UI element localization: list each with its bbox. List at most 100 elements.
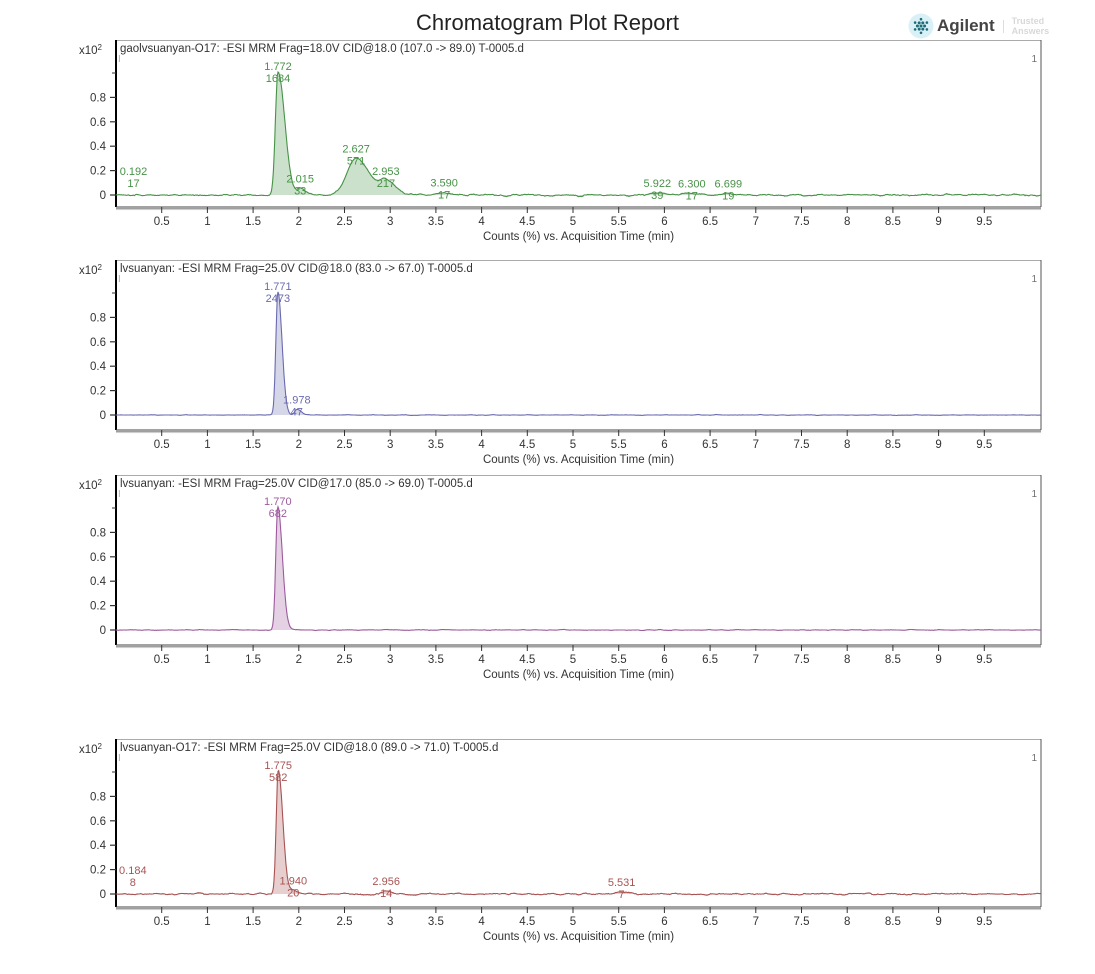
svg-text:3: 3 (387, 654, 393, 666)
svg-text:1: 1 (1031, 753, 1037, 764)
svg-text:1684: 1684 (266, 73, 290, 85)
svg-text:0.2: 0.2 (90, 386, 106, 398)
svg-text:8.5: 8.5 (885, 654, 901, 666)
svg-text:Counts (%) vs. Acquisition Tim: Counts (%) vs. Acquisition Time (min) (483, 931, 674, 943)
svg-text:0.2: 0.2 (90, 166, 106, 178)
svg-text:4: 4 (478, 216, 485, 228)
svg-text:1: 1 (204, 216, 210, 228)
svg-text:Counts (%) vs. Acquisition Tim: Counts (%) vs. Acquisition Time (min) (483, 669, 674, 681)
svg-text:1.770: 1.770 (264, 496, 292, 508)
svg-text:2473: 2473 (266, 293, 290, 305)
svg-text:0: 0 (100, 190, 106, 202)
svg-text:6.5: 6.5 (702, 216, 718, 228)
svg-text:0.5: 0.5 (154, 439, 170, 451)
svg-text:8: 8 (844, 916, 850, 928)
svg-text:x102: x102 (79, 478, 103, 493)
svg-text:5.531: 5.531 (608, 877, 636, 889)
svg-text:x102: x102 (79, 43, 103, 58)
svg-text:2.627: 2.627 (342, 143, 370, 155)
svg-text:0.6: 0.6 (90, 337, 106, 349)
svg-text:4: 4 (478, 439, 485, 451)
svg-text:3: 3 (387, 216, 393, 228)
svg-text:Counts (%) vs. Acquisition Tim: Counts (%) vs. Acquisition Time (min) (483, 231, 674, 243)
svg-text:9.5: 9.5 (976, 654, 992, 666)
svg-text:7.5: 7.5 (794, 439, 810, 451)
svg-text:6.699: 6.699 (715, 178, 743, 190)
svg-text:4.5: 4.5 (519, 654, 535, 666)
svg-text:6: 6 (661, 654, 667, 666)
svg-text:1: 1 (204, 439, 210, 451)
svg-text:39: 39 (651, 190, 663, 202)
svg-text:682: 682 (269, 508, 287, 520)
svg-text:1.5: 1.5 (245, 916, 261, 928)
svg-text:2.5: 2.5 (337, 916, 353, 928)
svg-text:1: 1 (204, 654, 210, 666)
svg-text:6: 6 (661, 439, 667, 451)
svg-text:0: 0 (100, 410, 106, 422)
svg-text:6.5: 6.5 (702, 439, 718, 451)
svg-text:1.771: 1.771 (264, 281, 292, 293)
svg-text:17: 17 (686, 191, 698, 203)
svg-text:0.6: 0.6 (90, 816, 106, 828)
svg-text:3: 3 (387, 439, 393, 451)
svg-text:8: 8 (844, 439, 850, 451)
svg-text:Counts (%) vs. Acquisition Tim: Counts (%) vs. Acquisition Time (min) (483, 454, 674, 466)
svg-text:7.5: 7.5 (794, 216, 810, 228)
svg-text:4.5: 4.5 (519, 916, 535, 928)
svg-text:x102: x102 (79, 742, 103, 757)
svg-text:gaolvsuanyan-O17: -ESI MRM Fra: gaolvsuanyan-O17: -ESI MRM Frag=18.0V CI… (120, 43, 524, 55)
svg-text:0.2: 0.2 (90, 601, 106, 613)
svg-text:0.5: 0.5 (154, 654, 170, 666)
svg-text:7: 7 (619, 889, 625, 901)
svg-text:0.6: 0.6 (90, 552, 106, 564)
svg-text:2.5: 2.5 (337, 654, 353, 666)
svg-text:I: I (118, 54, 121, 65)
svg-text:5: 5 (570, 916, 576, 928)
svg-text:1.5: 1.5 (245, 216, 261, 228)
svg-text:1.5: 1.5 (245, 439, 261, 451)
svg-text:14: 14 (380, 888, 392, 900)
svg-text:0.4: 0.4 (90, 840, 107, 852)
svg-text:5.5: 5.5 (611, 654, 627, 666)
svg-text:0.184: 0.184 (119, 865, 147, 877)
svg-text:0.192: 0.192 (120, 166, 148, 178)
svg-text:0.2: 0.2 (90, 865, 106, 877)
svg-text:4: 4 (478, 654, 485, 666)
svg-text:571: 571 (347, 155, 365, 167)
svg-text:3.590: 3.590 (430, 178, 458, 190)
svg-text:33: 33 (294, 185, 306, 197)
svg-text:I: I (118, 753, 121, 764)
svg-text:3.5: 3.5 (428, 439, 444, 451)
svg-text:4.5: 4.5 (519, 439, 535, 451)
svg-text:9: 9 (935, 654, 941, 666)
svg-text:0: 0 (100, 889, 106, 901)
svg-text:582: 582 (269, 772, 287, 784)
svg-text:1: 1 (1031, 54, 1037, 65)
svg-text:6: 6 (661, 216, 667, 228)
svg-text:5.5: 5.5 (611, 216, 627, 228)
svg-text:9.5: 9.5 (976, 916, 992, 928)
svg-text:0.6: 0.6 (90, 117, 106, 129)
svg-text:8: 8 (844, 216, 850, 228)
svg-text:5.922: 5.922 (644, 178, 672, 190)
svg-text:9: 9 (935, 439, 941, 451)
svg-text:17: 17 (127, 178, 139, 190)
svg-text:8.5: 8.5 (885, 439, 901, 451)
svg-text:0.4: 0.4 (90, 141, 107, 153)
svg-text:5: 5 (570, 654, 576, 666)
svg-text:0.8: 0.8 (90, 312, 106, 324)
svg-text:17: 17 (438, 190, 450, 202)
svg-text:0.8: 0.8 (90, 527, 106, 539)
svg-text:1.5: 1.5 (245, 654, 261, 666)
svg-text:3: 3 (387, 916, 393, 928)
svg-text:lvsuanyan-O17: -ESI MRM Frag=2: lvsuanyan-O17: -ESI MRM Frag=25.0V CID@1… (120, 742, 498, 754)
svg-text:217: 217 (377, 178, 395, 190)
svg-text:1: 1 (204, 916, 210, 928)
svg-text:0.5: 0.5 (154, 916, 170, 928)
svg-text:20: 20 (287, 887, 299, 899)
svg-text:7.5: 7.5 (794, 916, 810, 928)
svg-text:2: 2 (296, 916, 302, 928)
svg-text:1: 1 (1031, 489, 1037, 500)
svg-text:5.5: 5.5 (611, 916, 627, 928)
svg-text:1.978: 1.978 (283, 395, 311, 407)
